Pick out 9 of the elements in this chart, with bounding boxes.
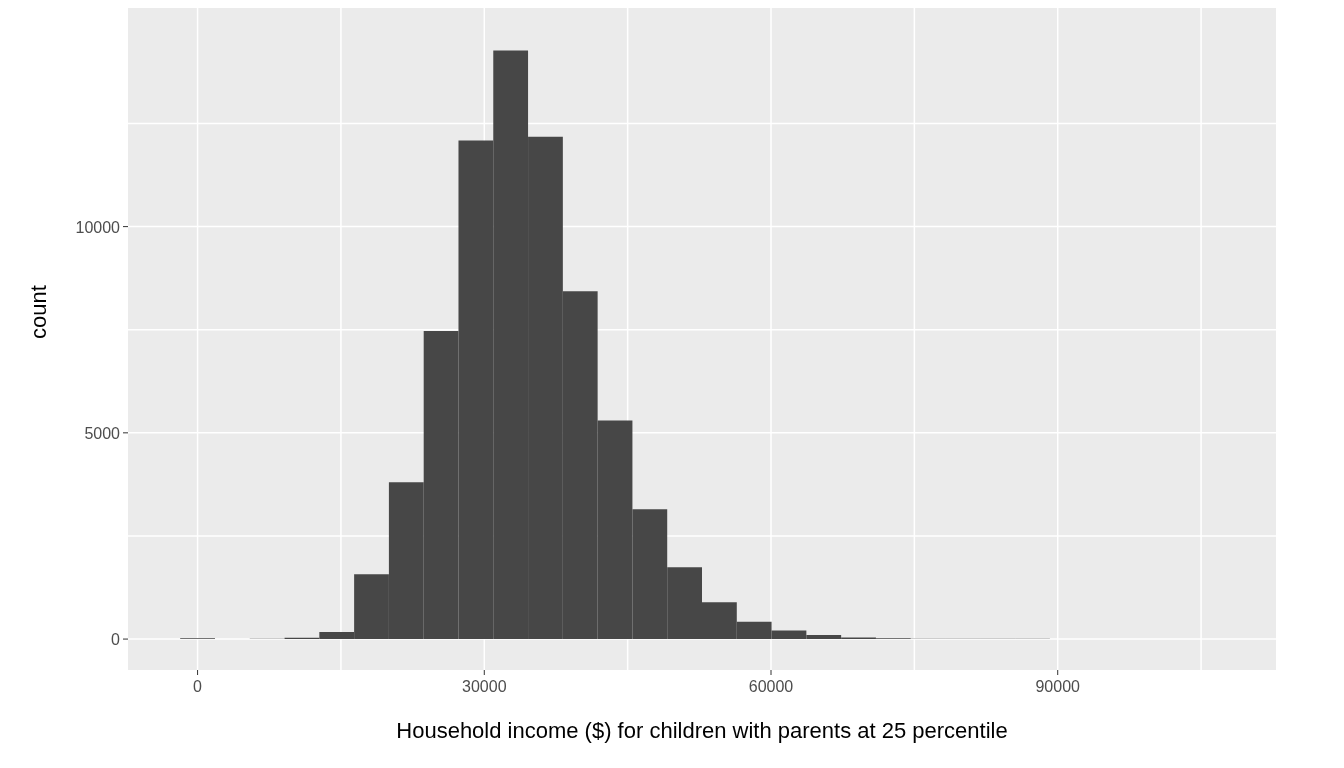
x-axis-title: Household income ($) for children with parents at 25 percentile [396,718,1008,743]
y-axis-title: count [25,285,51,339]
x-tick-label: 30000 [462,678,507,695]
y-tick-label: 0 [111,631,121,649]
x-tick-label: 90000 [1035,678,1081,695]
x-tick-label: 0 [193,678,203,695]
y-tick-label: 5000 [84,424,121,442]
x-tick-label: 60000 [748,678,794,695]
y-tick-label: 10000 [75,218,121,236]
